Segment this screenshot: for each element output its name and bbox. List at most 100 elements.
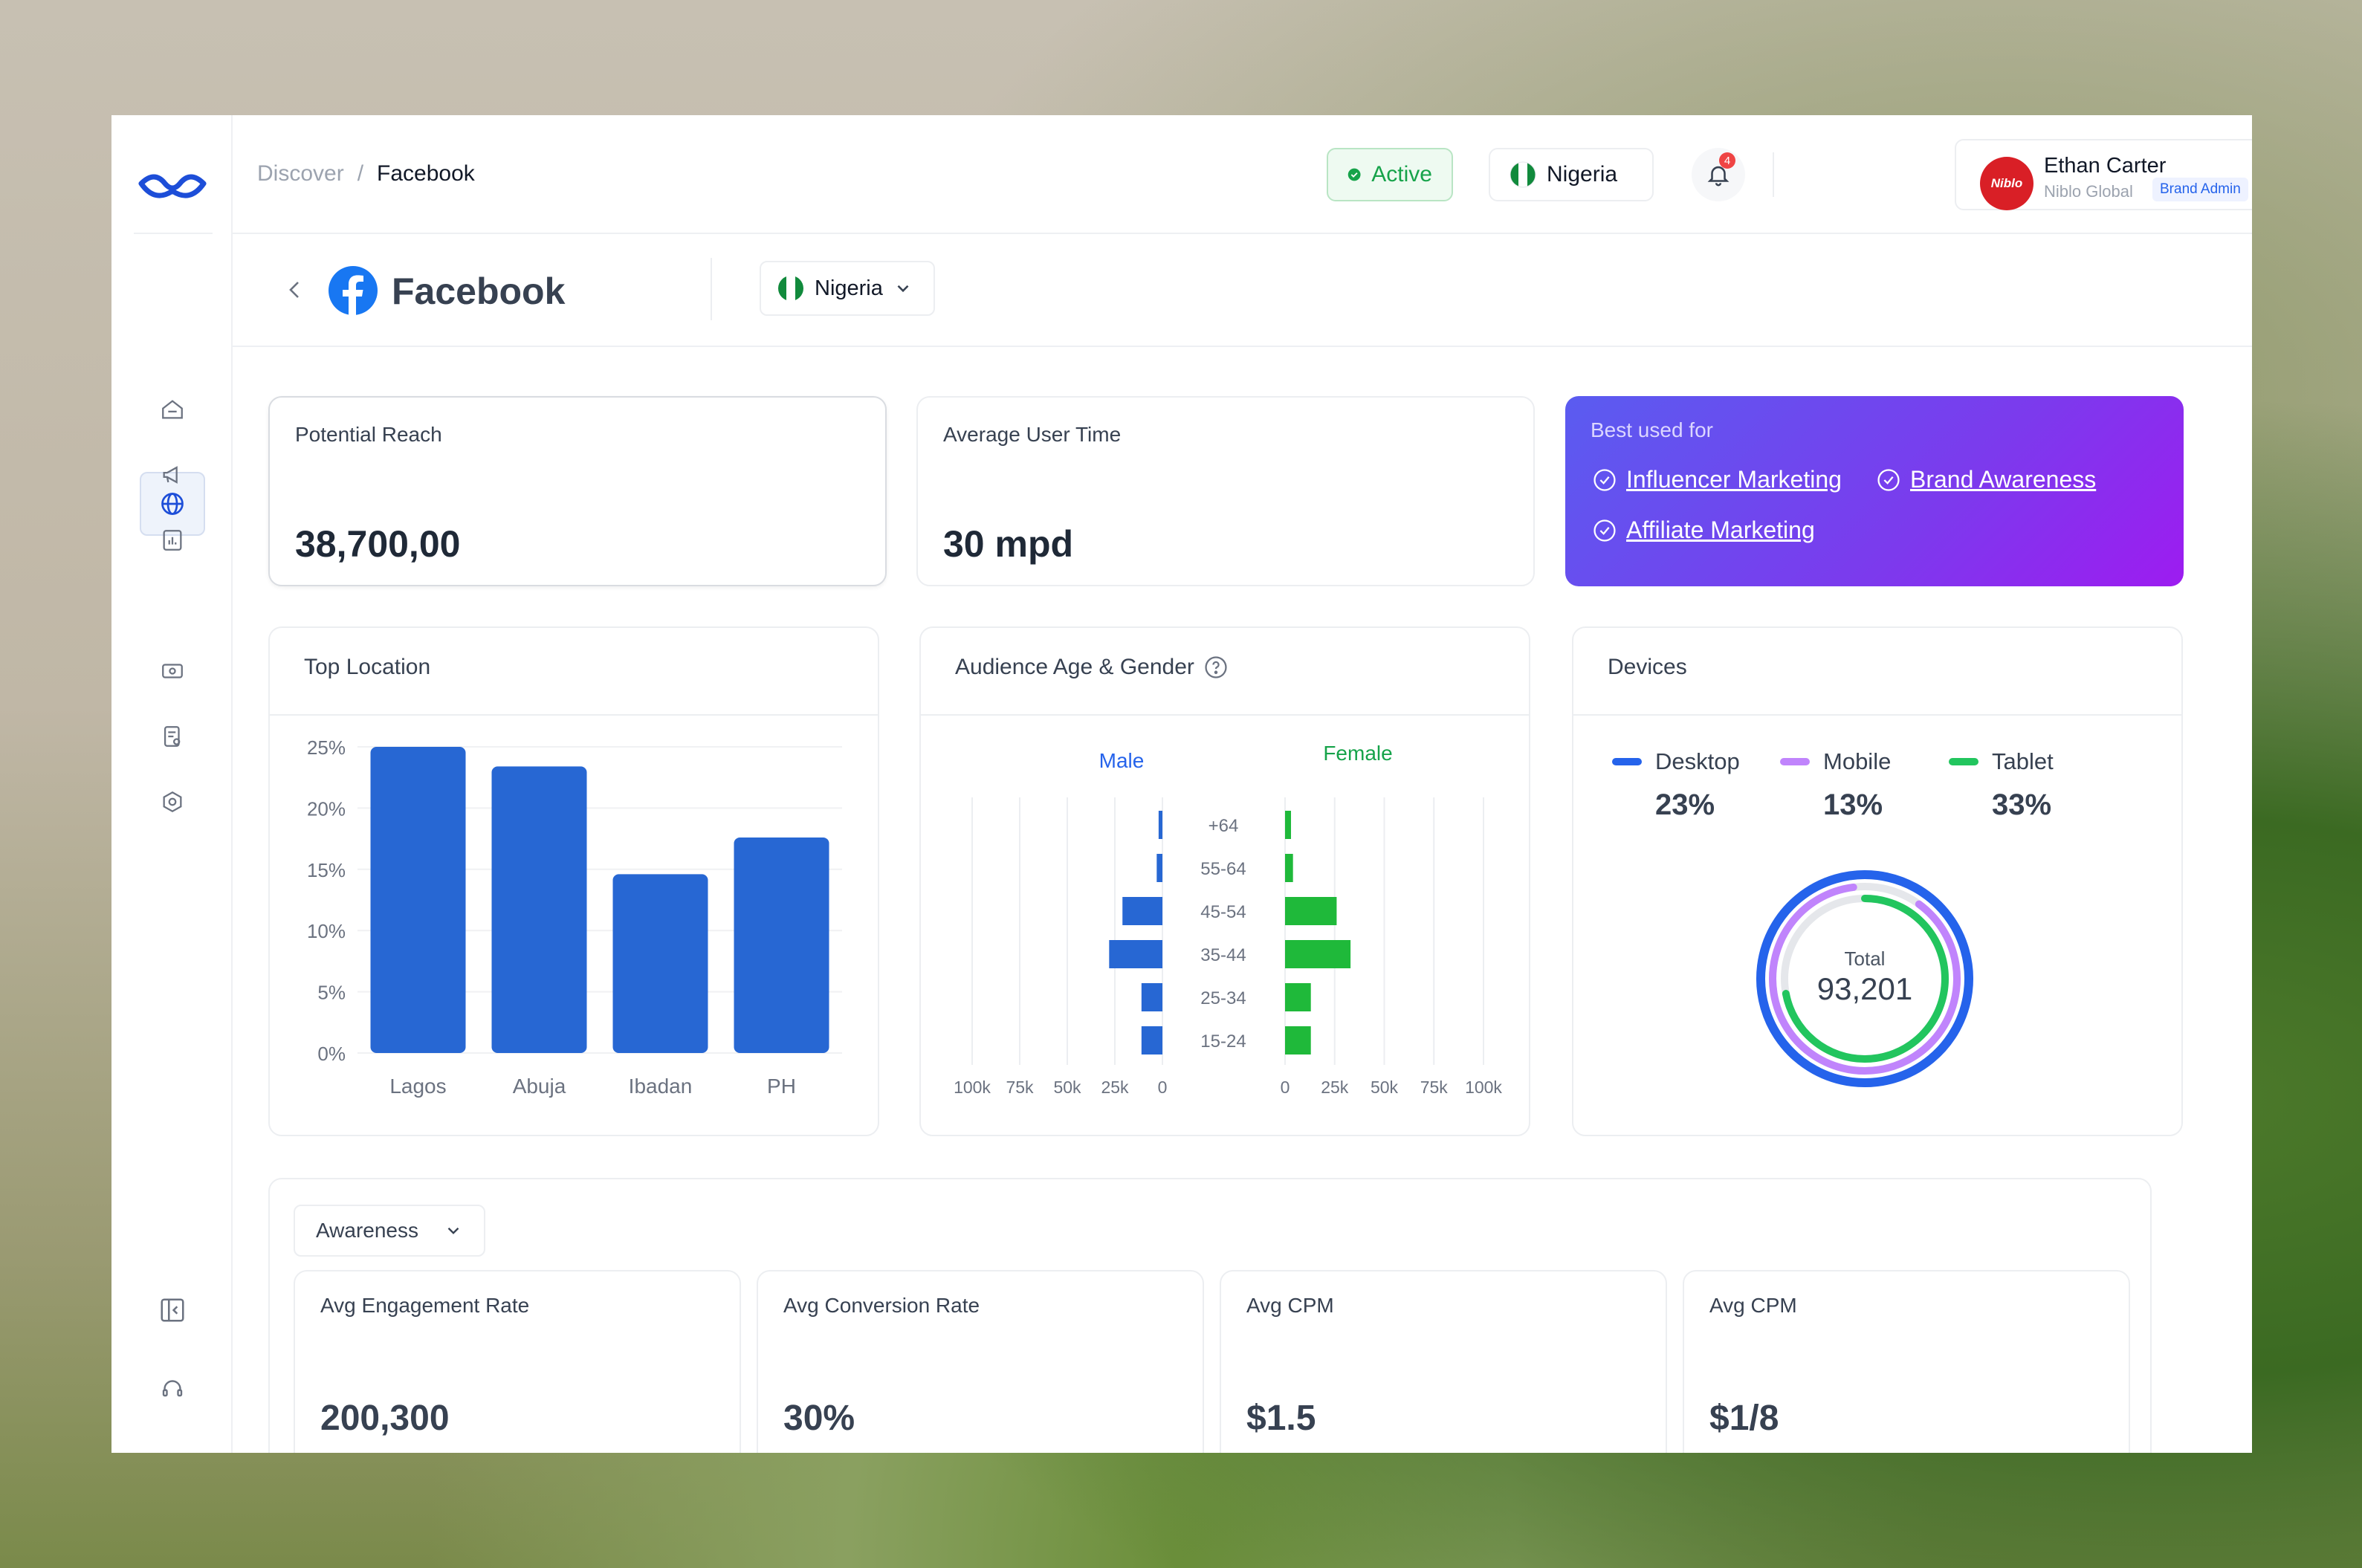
bar[interactable] — [370, 747, 466, 1053]
bar-female[interactable] — [1285, 811, 1292, 839]
country-label: Nigeria — [1547, 162, 1618, 187]
stat-value: 38,700,00 — [295, 523, 461, 565]
card-title: Top Location — [304, 655, 431, 679]
x-tick-label: 25k — [1321, 1078, 1349, 1097]
metric-value: 30% — [783, 1399, 855, 1438]
bar-female[interactable] — [1285, 983, 1311, 1011]
bell-icon — [1707, 166, 1730, 187]
sidebar-item-documents[interactable] — [155, 719, 190, 754]
objective-select-value: Awareness — [316, 1219, 419, 1242]
sidebar-item-home[interactable] — [155, 392, 190, 427]
megaphone-icon — [163, 466, 178, 484]
sidebar-item-settings[interactable] — [155, 784, 190, 820]
bar-male[interactable] — [1141, 1026, 1162, 1054]
settings-hex-icon — [163, 791, 182, 813]
legend-label: Desktop — [1655, 748, 1740, 774]
headset-icon — [162, 1380, 183, 1397]
brand-logo[interactable] — [135, 167, 210, 212]
bar-male[interactable] — [1109, 940, 1162, 968]
breadcrumb-parent[interactable]: Discover — [257, 161, 344, 186]
y-tick-label: 25% — [307, 736, 346, 759]
top-location-bar-chart: 0% 5% 10% 15% 20% 25% Lagos Abuja Ibadan PH — [307, 736, 842, 1098]
y-tick-label: 5% — [317, 982, 346, 1004]
metric-card: Avg CPM $1/8 — [1683, 1270, 2130, 1453]
age-label: 15-24 — [1200, 1031, 1246, 1052]
age-label: 35-44 — [1200, 945, 1246, 965]
bar-female[interactable] — [1285, 897, 1337, 925]
sidebar-item-campaigns[interactable] — [155, 457, 190, 493]
age-label: +64 — [1208, 816, 1239, 836]
bar-female[interactable] — [1285, 1026, 1311, 1054]
card-title: Audience Age & Gender — [955, 655, 1194, 679]
bar[interactable] — [491, 766, 587, 1053]
bar-male[interactable] — [1141, 983, 1162, 1011]
best-item-brand-awareness[interactable]: Brand Awareness — [1876, 466, 2096, 493]
bar[interactable] — [734, 837, 829, 1053]
y-tick-label: 10% — [307, 920, 346, 942]
legend-tablet: Tablet 33% — [1949, 748, 2054, 822]
bar-male[interactable] — [1156, 854, 1162, 882]
potential-reach-card: Potential Reach 38,700,00 — [268, 396, 887, 586]
metric-value: $1.5 — [1246, 1399, 1316, 1438]
user-org: Niblo Global — [2044, 182, 2133, 201]
average-user-time-card: Average User Time 30 mpd — [916, 396, 1535, 586]
bar-female[interactable] — [1285, 940, 1351, 968]
age-gender-pyramid-chart: Male Female +64 55-64 45-54 35-44 25-34 15-24 10… — [954, 742, 1502, 1097]
breadcrumb: Discover / Facebook — [257, 161, 475, 187]
legend-value: 13% — [1823, 788, 1883, 821]
bar[interactable] — [612, 874, 708, 1053]
sidebar-item-payments[interactable] — [155, 653, 190, 689]
chevron-down-icon — [447, 1227, 459, 1234]
tablet-swatch — [1949, 758, 1978, 765]
support-button[interactable] — [155, 1371, 190, 1407]
objective-select[interactable]: Awareness — [294, 1205, 485, 1257]
donut-total-value: 93,201 — [1816, 971, 1913, 1006]
back-arrow-icon[interactable] — [282, 276, 308, 303]
card-header: Devices — [1573, 628, 2181, 716]
notification-count-badge: 4 — [1719, 152, 1735, 169]
country-select[interactable]: Nigeria — [760, 261, 935, 316]
bar-male[interactable] — [1122, 897, 1162, 925]
best-used-for-card: Best used for Influencer Marketing Brand… — [1565, 396, 2184, 586]
sidebar-item-reports[interactable] — [155, 522, 190, 558]
stat-label: Potential Reach — [295, 423, 442, 446]
metric-label: Avg Engagement Rate — [320, 1294, 530, 1317]
notifications-button[interactable] — [1692, 148, 1745, 201]
country-pill[interactable]: Nigeria — [1489, 148, 1654, 201]
mobile-swatch — [1780, 758, 1810, 765]
age-gender-card: Audience Age & Gender Male Female +64 55-64… — [919, 626, 1530, 1136]
best-item-influencer[interactable]: Influencer Marketing — [1592, 466, 1842, 493]
bar-male[interactable] — [1158, 811, 1162, 839]
best-item-affiliate[interactable]: Affiliate Marketing — [1592, 516, 1815, 544]
bar-female[interactable] — [1285, 854, 1293, 882]
best-used-for-label: Best used for — [1591, 418, 1713, 441]
age-label: 55-64 — [1200, 859, 1246, 879]
check-circle-icon — [1347, 168, 1361, 181]
card-title-row: Audience Age & Gender — [955, 655, 1229, 680]
facebook-logo-icon — [329, 266, 378, 316]
donut-ring-desktop[interactable] — [1746, 860, 1984, 1098]
top-location-card: Top Location 0% 5% 10% 15% 20% 25% Lagos Abuja I… — [268, 626, 879, 1136]
x-tick-label: 25k — [1101, 1078, 1129, 1097]
title-divider — [711, 258, 712, 320]
status-badge: Active — [1327, 148, 1453, 201]
x-tick-label: Ibadan — [629, 1075, 693, 1098]
sidebar-collapse-button[interactable] — [155, 1292, 190, 1328]
donut-ring-mobile[interactable] — [1746, 860, 1984, 1098]
document-icon — [164, 726, 181, 747]
sidebar-item-discover[interactable] — [155, 486, 190, 522]
nigeria-flag-icon — [1510, 161, 1536, 188]
x-tick-label: PH — [767, 1075, 796, 1098]
donut-ring-tablet[interactable] — [1781, 895, 1949, 1063]
role-badge: Brand Admin — [2152, 178, 2248, 201]
sidebar-active-indicator — [140, 472, 205, 536]
collapse-sidebar-icon — [161, 1298, 184, 1322]
user-menu[interactable]: Niblo Ethan Carter Niblo Global Brand Ad… — [1955, 139, 2252, 210]
y-tick-label: 0% — [317, 1043, 346, 1065]
help-circle-icon[interactable] — [1203, 655, 1229, 680]
devices-card: Devices Desktop 23% Mobile 13% Tablet 33… — [1572, 626, 2183, 1136]
avatar: Niblo — [1980, 157, 2033, 210]
y-tick-label: 20% — [307, 797, 346, 820]
x-tick-label: 0 — [1158, 1078, 1168, 1097]
metric-card: Avg Conversion Rate 30% — [757, 1270, 1204, 1453]
